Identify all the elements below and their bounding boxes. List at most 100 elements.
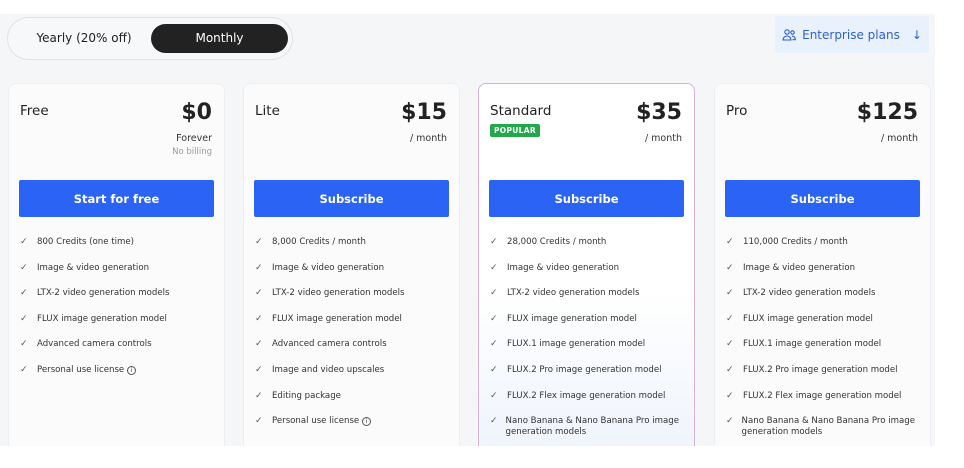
feature-text: Advanced camera controls	[272, 339, 387, 350]
plan-period: / month	[880, 133, 918, 144]
feature-text: LTX-2 video generation models	[37, 288, 170, 299]
check-icon: ✓	[255, 288, 263, 299]
feature-text: 8,000 Credits / month	[272, 237, 366, 247]
info-icon[interactable]: i	[127, 365, 137, 375]
check-icon: ✓	[255, 313, 263, 324]
plan-name: Pro	[726, 103, 748, 119]
feature-text: LTX-2 video generation models	[272, 288, 405, 299]
feature-text: Image and video upscales	[272, 364, 385, 375]
feature-item: ✓ LTX-2 video generation models	[490, 288, 686, 314]
feature-text: Editing package	[272, 390, 341, 401]
feature-item: ✓ FLUX.2 Flex image generation model	[490, 391, 686, 417]
feature-text: Image & video generation	[507, 262, 620, 273]
check-icon: ✓	[255, 364, 263, 375]
plan-price: $0	[181, 100, 212, 125]
plan-name: Standard	[490, 103, 552, 119]
feature-item: ✓ FLUX image generation model	[20, 314, 216, 340]
yearly-option[interactable]: Yearly (20% off)	[36, 31, 132, 45]
plan-price: $35	[636, 100, 682, 125]
check-icon: ✓	[490, 262, 498, 273]
feature-text: FLUX.1 image generation model	[743, 339, 882, 350]
feature-item: ✓ Nano Banana & Nano Banana Pro image gen…	[490, 416, 686, 442]
check-icon: ✓	[20, 262, 28, 273]
feature-text: LTX-2 video generation models	[743, 288, 876, 299]
feature-item: ✓ LTX-2 video generation models	[255, 288, 451, 314]
feature-item: ✓ FLUX.2 Flex image generation model	[726, 391, 922, 417]
feature-item: ✓ Image & video generation	[490, 263, 686, 289]
feature-item: ✓ 800 Credits (one time)	[20, 237, 216, 263]
feature-text: FLUX.2 Flex image generation model	[507, 390, 666, 401]
pro-plan-button[interactable]: Subscribe	[725, 180, 920, 217]
feature-item: ✓ FLUX.2 Pro image generation model	[490, 365, 686, 391]
free-plan-button[interactable]: Start for free	[19, 180, 214, 217]
feature-list: ✓ 8,000 Credits / month ✓ Image & video gen…	[255, 237, 451, 442]
feature-text: Personal use license	[272, 416, 360, 427]
billing-toggle[interactable]: Yearly (20% off) Monthly	[7, 17, 293, 60]
enterprise-plans-button[interactable]: Enterprise plans ↓	[775, 16, 929, 53]
lite-plan-button[interactable]: Subscribe	[254, 180, 449, 217]
feature-item: ✓ FLUX image generation model	[255, 314, 451, 340]
feature-item: ✓ Image & video generation	[20, 263, 216, 289]
check-icon: ✓	[490, 339, 498, 350]
info-icon[interactable]: i	[362, 417, 372, 427]
check-icon: ✓	[20, 313, 28, 324]
check-icon: ✓	[255, 416, 263, 427]
plan-period: / month	[644, 133, 682, 144]
feature-text: FLUX.2 Pro image generation model	[743, 364, 898, 375]
check-icon: ✓	[20, 288, 28, 299]
feature-text: 28,000 Credits / month	[507, 237, 607, 247]
standard-plan-button[interactable]: Subscribe	[489, 180, 684, 217]
feature-text: Image & video generation	[37, 262, 150, 273]
plan-name: Lite	[255, 103, 280, 119]
plan-price: $125	[856, 100, 918, 125]
check-icon: ✓	[255, 390, 263, 401]
feature-item: ✓ Personal use license i	[20, 365, 216, 391]
feature-text: FLUX image generation model	[743, 313, 873, 324]
feature-list: ✓ 110,000 Credits / month ✓ Image & video g…	[726, 237, 922, 442]
check-icon: ✓	[20, 339, 28, 350]
check-icon: ✓	[726, 390, 734, 401]
feature-item: ✓ Advanced camera controls	[20, 339, 216, 365]
monthly-option[interactable]: Monthly	[151, 24, 288, 53]
plan-period: / month	[409, 133, 447, 144]
enterprise-plans-label: Enterprise plans	[802, 27, 900, 42]
feature-text: LTX-2 video generation models	[507, 288, 640, 299]
feature-item: ✓ 110,000 Credits / month	[726, 237, 922, 263]
feature-text: Nano Banana & Nano Banana Pro image gene…	[741, 416, 916, 438]
feature-text: Image & video generation	[272, 262, 385, 273]
check-icon: ✓	[490, 313, 498, 324]
check-icon: ✓	[726, 288, 734, 299]
feature-item: ✓ Editing package	[255, 391, 451, 417]
feature-text: Advanced camera controls	[37, 339, 152, 350]
feature-text: FLUX image generation model	[37, 313, 167, 324]
feature-item: ✓ Image & video generation	[726, 263, 922, 289]
popular-badge: POPULAR	[490, 124, 540, 137]
check-icon: ✓	[726, 339, 734, 350]
plan-card-standard: Standard POPULAR $35 / month Subscribe ✓ 28,00…	[478, 83, 695, 446]
check-icon: ✓	[255, 237, 263, 247]
check-icon: ✓	[726, 237, 734, 247]
feature-item: ✓ FLUX.2 Pro image generation model	[726, 365, 922, 391]
feature-item: ✓ Advanced camera controls	[255, 339, 451, 365]
check-icon: ✓	[490, 364, 498, 375]
check-icon: ✓	[490, 416, 498, 427]
plan-card-free: Free $0 Forever No billing Start for free ✓ 80…	[8, 83, 225, 446]
arrow-down-icon: ↓	[911, 27, 922, 42]
feature-text: Nano Banana & Nano Banana Pro image gene…	[505, 416, 680, 438]
feature-text: 800 Credits (one time)	[37, 237, 135, 247]
check-icon: ✓	[726, 416, 734, 427]
check-icon: ✓	[20, 364, 28, 375]
pricing-panel: Yearly (20% off) Monthly Enterprise plan…	[0, 14, 935, 446]
feature-text: Image & video generation	[743, 262, 856, 273]
feature-item: ✓ FLUX.1 image generation model	[490, 339, 686, 365]
feature-text: FLUX.2 Pro image generation model	[507, 364, 662, 375]
check-icon: ✓	[255, 339, 263, 350]
feature-item: ✓ FLUX image generation model	[490, 314, 686, 340]
feature-text: FLUX image generation model	[507, 313, 637, 324]
check-icon: ✓	[726, 364, 734, 375]
feature-item: ✓ 8,000 Credits / month	[255, 237, 451, 263]
plan-name: Free	[20, 103, 49, 119]
feature-list: ✓ 800 Credits (one time) ✓ Image & video ge…	[20, 237, 216, 391]
feature-item: ✓ Image and video upscales	[255, 365, 451, 391]
feature-text: FLUX image generation model	[272, 313, 402, 324]
